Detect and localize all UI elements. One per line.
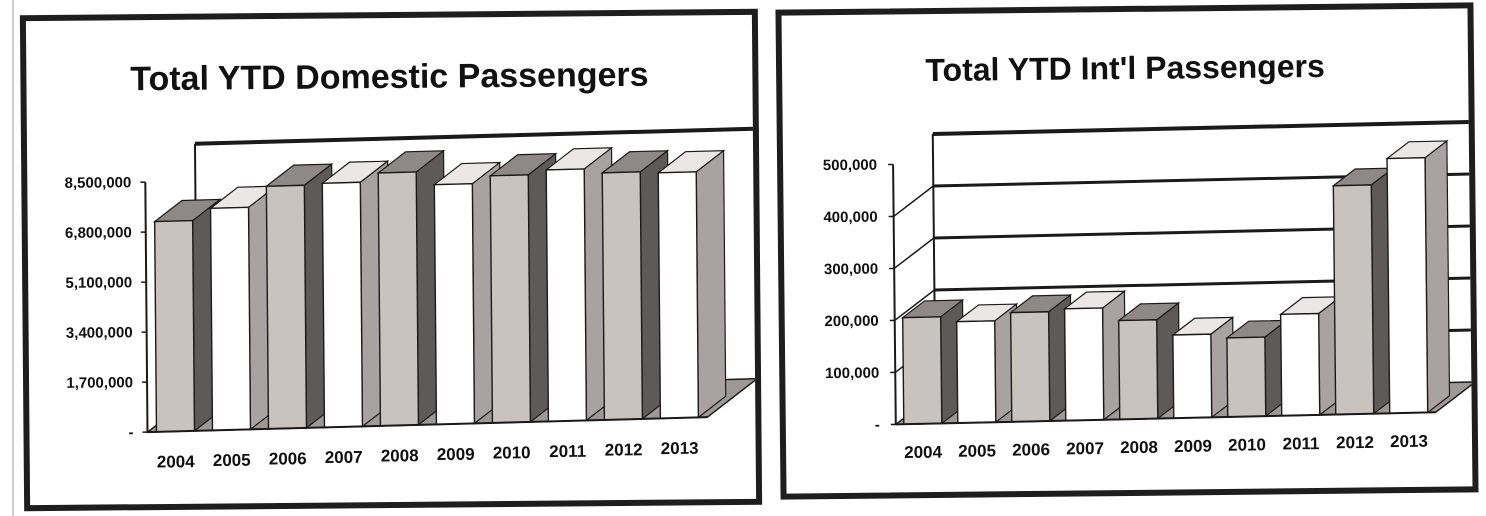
bar-2008 xyxy=(377,171,420,427)
y-tick-label: 300,000 xyxy=(824,261,878,279)
back-wall-top-edge xyxy=(194,126,755,146)
bar-2004 xyxy=(901,316,943,425)
x-axis xyxy=(147,416,708,434)
back-wall-top-edge xyxy=(932,119,1473,137)
x-tick-label: 2009 xyxy=(437,445,475,464)
y-tick-label: 6,800,000 xyxy=(65,224,132,242)
x-tick-label: 2010 xyxy=(493,443,531,462)
bar-2008 xyxy=(1118,319,1159,421)
gridline-depth xyxy=(894,289,935,322)
y-tick-label: 5,100,000 xyxy=(65,274,132,292)
y-axis xyxy=(892,164,897,425)
scan-edge-line xyxy=(12,0,14,516)
x-tick-label: 2011 xyxy=(1282,434,1319,453)
bar-2013 xyxy=(657,171,700,420)
x-tick-label: 2010 xyxy=(1228,435,1266,454)
x-tick-label: 2007 xyxy=(325,448,363,467)
bar-2011 xyxy=(545,168,588,423)
x-tick-label: 2013 xyxy=(1390,432,1428,451)
bar-side-2013 xyxy=(1424,139,1451,414)
x-tick-label: 2007 xyxy=(1066,439,1104,458)
x-tick-label: 2006 xyxy=(1012,440,1050,459)
x-tick-label: 2005 xyxy=(213,451,251,470)
gridline-depth xyxy=(893,237,935,270)
y-tick-label: 500,000 xyxy=(823,157,877,175)
y-tick-label: 1,700,000 xyxy=(66,374,133,392)
x-axis xyxy=(895,411,1436,426)
domestic-bar-chart: - 1,700,000 3,400,000 5,100,000 6,800,000 8,5… xyxy=(65,126,757,472)
bar-2005 xyxy=(209,206,252,432)
y-tick-label: - xyxy=(875,417,880,434)
x-tick-label: 2012 xyxy=(605,440,643,459)
international-bar-chart: - 100,000 200,000 300,000 400,000 500,000 2004… xyxy=(823,119,1473,462)
x-tick-label: 2011 xyxy=(549,442,586,461)
bar-2010 xyxy=(489,174,532,424)
y-tick-label: 8,500,000 xyxy=(65,174,132,192)
y-axis xyxy=(144,182,149,433)
x-tick-label: 2013 xyxy=(661,439,699,458)
y-tick-label: 200,000 xyxy=(824,313,878,331)
bar-2009 xyxy=(1172,333,1213,419)
x-tick-label: 2012 xyxy=(1336,433,1374,452)
bar-2007 xyxy=(1063,307,1105,422)
bar-2012 xyxy=(1332,184,1375,416)
bar-2010 xyxy=(1226,336,1267,418)
x-tick-label: 2006 xyxy=(269,449,307,468)
bar-side-2013 xyxy=(695,149,727,419)
bar-2007 xyxy=(321,181,364,429)
y-tick-label: - xyxy=(128,424,133,441)
x-tick-label: 2004 xyxy=(904,443,943,462)
x-tick-label: 2008 xyxy=(381,446,419,465)
bar-2013 xyxy=(1386,156,1429,415)
bar-2012 xyxy=(601,171,644,421)
y-tick-label: 3,400,000 xyxy=(66,324,133,342)
bar-2005 xyxy=(956,320,997,424)
y-tick-label: 400,000 xyxy=(823,209,877,227)
x-tick-label: 2008 xyxy=(1120,438,1158,457)
gridline-depth xyxy=(893,185,934,218)
domestic-chart-panel: Total YTD Domestic Passengers -1,700,000… xyxy=(19,8,763,512)
x-tick-label: 2009 xyxy=(1174,437,1212,456)
bar-2006 xyxy=(265,184,308,430)
bar-2011 xyxy=(1279,312,1321,417)
bar-2009 xyxy=(433,182,476,426)
bar-2006 xyxy=(1009,311,1051,423)
x-tick-label: 2005 xyxy=(958,441,996,460)
bar-2004 xyxy=(153,219,196,433)
international-chart-panel: Total YTD Int'l Passengers -100,000 200,0… xyxy=(775,2,1479,500)
x-tick-label: 2004 xyxy=(157,452,196,471)
y-tick-label: 100,000 xyxy=(825,365,879,383)
